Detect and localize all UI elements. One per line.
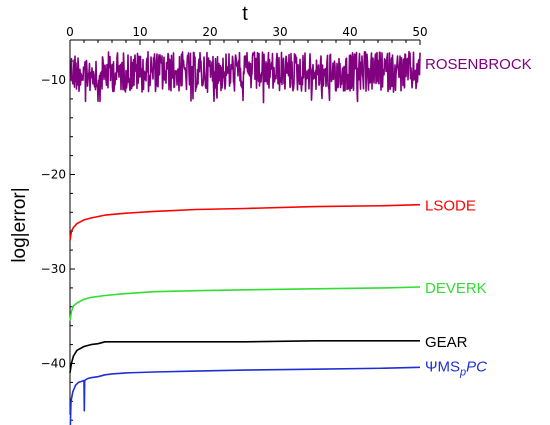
- y-tick-label: −20: [41, 168, 66, 182]
- y-tick-label: −30: [41, 262, 66, 276]
- x-tick-label: 50: [412, 25, 427, 39]
- x-axis-title: t: [242, 3, 248, 25]
- y-tick-label: −40: [41, 357, 66, 371]
- series-line-deverk: [69, 286, 421, 322]
- series-line-msppc: [69, 366, 421, 425]
- x-tick-label: 0: [66, 25, 74, 39]
- x-tick-label: 40: [342, 25, 357, 39]
- series-line-rosenbrock: [69, 50, 421, 104]
- axes: 0 10 20 30 40 50 −10 −20 −30 −40 t log|error|: [9, 3, 428, 421]
- x-tick-label: 20: [202, 25, 217, 39]
- series-labels: ROSENBROCK LSODE DEVERK GEAR ΨMSpPC: [425, 56, 532, 378]
- series-group: [69, 50, 421, 425]
- series-label-sub: p: [459, 366, 466, 378]
- series-label-main: ΨMS: [425, 358, 460, 375]
- series-label: ROSENBROCK: [425, 56, 532, 73]
- y-tick-label: −10: [41, 73, 66, 87]
- series-label: DEVERK: [425, 280, 487, 297]
- x-tick-label: 30: [272, 25, 287, 39]
- y-axis-title: log|error|: [9, 187, 30, 262]
- series-label-tail: PC: [466, 358, 487, 375]
- x-tick-label: 10: [132, 25, 147, 39]
- series-label: LSODE: [425, 198, 476, 215]
- series-line-lsode: [69, 203, 421, 241]
- series-label: ΨMSpPC: [425, 358, 487, 378]
- series-label: GEAR: [425, 334, 468, 351]
- series-line-gear: [69, 340, 420, 374]
